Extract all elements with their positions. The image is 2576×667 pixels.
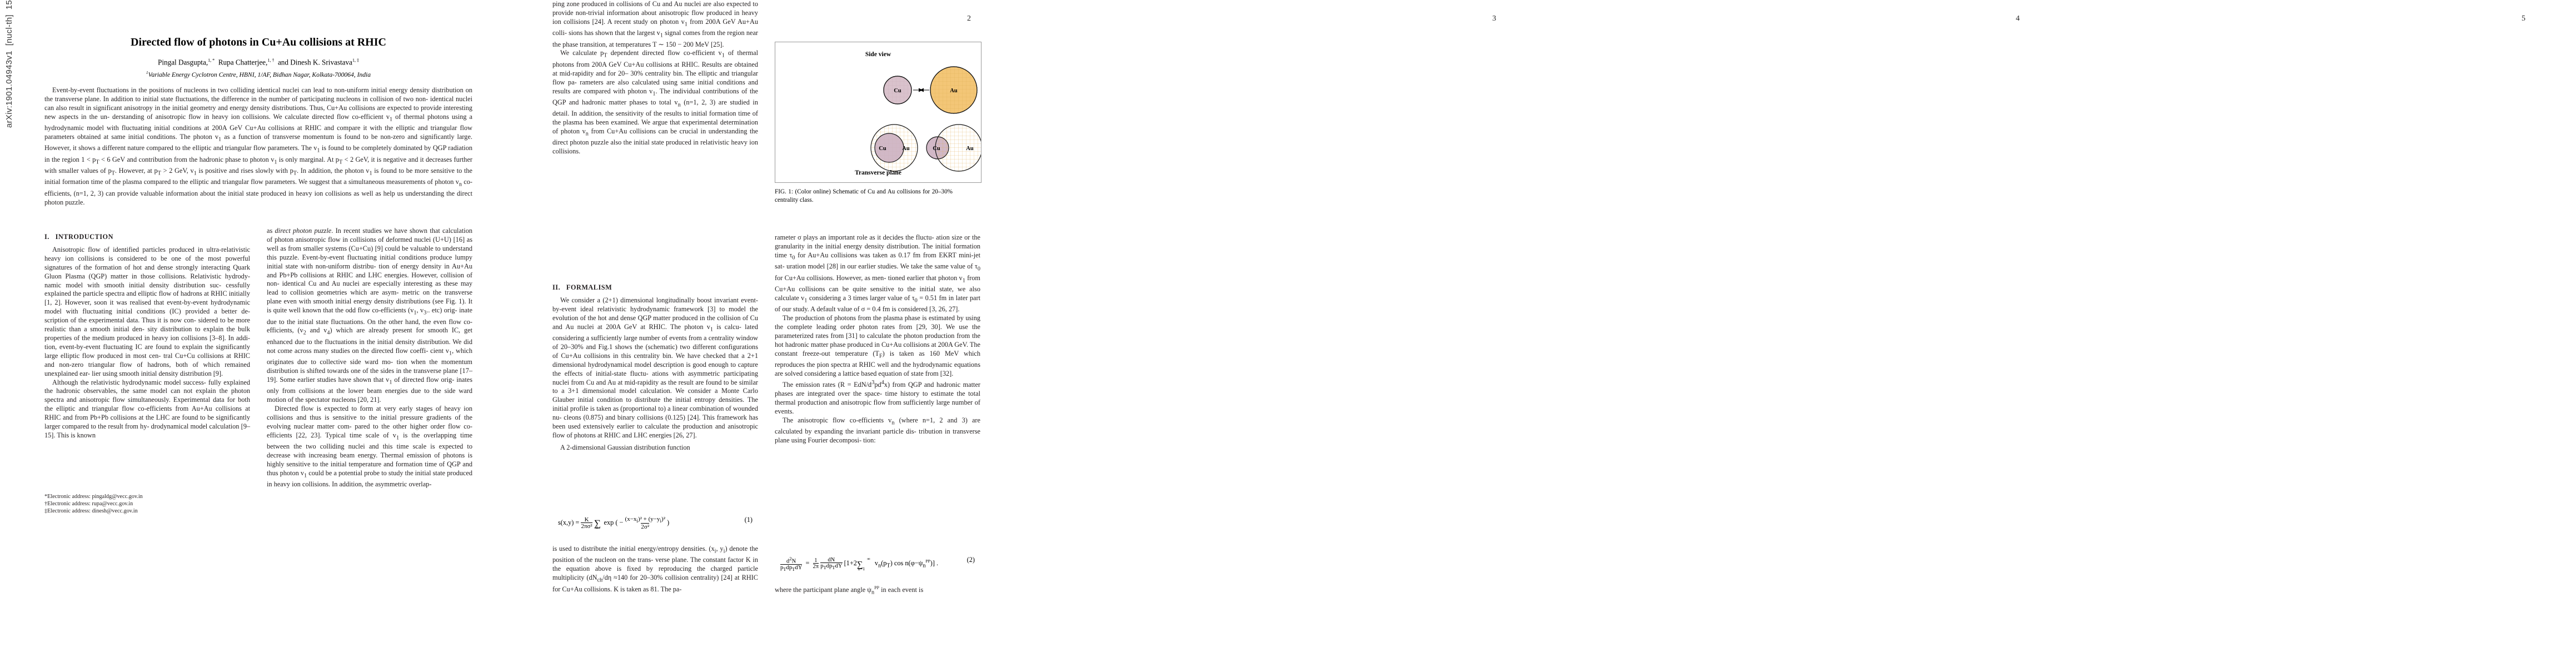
- svg-text:Au: Au: [950, 88, 958, 94]
- svg-text:Side view: Side view: [865, 51, 891, 58]
- svg-text:Cu: Cu: [933, 146, 940, 152]
- svg-text:Au: Au: [966, 146, 974, 152]
- svg-text:Cu: Cu: [879, 146, 886, 152]
- svg-text:Au: Au: [902, 146, 910, 152]
- svg-text:Transverse plane: Transverse plane: [855, 170, 901, 176]
- svg-text:Cu: Cu: [894, 88, 901, 94]
